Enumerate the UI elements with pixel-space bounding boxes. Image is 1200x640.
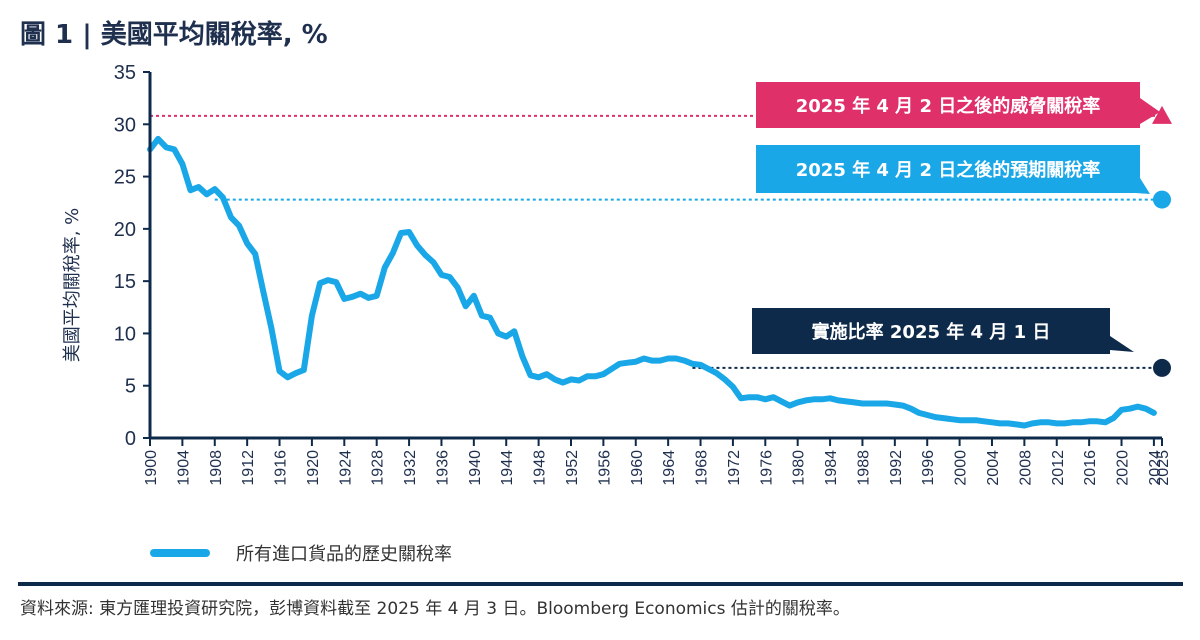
legend: 所有進口貨品的歷史關稅率 bbox=[150, 540, 452, 566]
callout-box-expected bbox=[756, 145, 1140, 193]
callout-tail-expected bbox=[1136, 178, 1150, 194]
marker-implemented bbox=[1153, 358, 1171, 377]
x-tick-label: 2008 bbox=[1017, 450, 1034, 486]
x-tick-label: 1928 bbox=[370, 450, 387, 486]
axes bbox=[148, 72, 1162, 440]
x-tick-label: 1940 bbox=[467, 450, 484, 486]
y-tick-label: 25 bbox=[114, 167, 136, 189]
x-tick-label: 1984 bbox=[823, 450, 840, 486]
x-tick-label: 1996 bbox=[920, 450, 937, 486]
x-tick-label: 2020 bbox=[1115, 450, 1132, 486]
y-tick-label: 35 bbox=[114, 62, 136, 84]
x-tick-label: 1968 bbox=[694, 450, 711, 486]
x-tick-label: 1944 bbox=[499, 450, 516, 486]
source-note: 資料來源: 東方匯理投資研究院，彭博資料截至 2025 年 4 月 3 日。Bl… bbox=[20, 599, 850, 619]
y-tick-label: 30 bbox=[114, 114, 136, 136]
y-tick-label: 10 bbox=[114, 323, 136, 345]
callout-label-implemented: 實施比率 2025 年 4 月 1 日 bbox=[812, 321, 1051, 343]
x-tick-label: 2004 bbox=[985, 450, 1002, 486]
callout-tail-implemented bbox=[1110, 336, 1134, 352]
x-tick-label: 2024 bbox=[1147, 450, 1164, 486]
x-tick-label: 1936 bbox=[434, 450, 451, 486]
x-tick-label: 1960 bbox=[629, 450, 646, 486]
legend-swatch bbox=[150, 549, 210, 557]
y-axis-label-group: 美國平均關稅率, % bbox=[62, 208, 83, 363]
callout-implemented: 實施比率 2025 年 4 月 1 日 bbox=[752, 308, 1134, 354]
x-tick-label: 1916 bbox=[273, 450, 290, 486]
x-tick-label: 1904 bbox=[175, 450, 192, 486]
marker-threat bbox=[1152, 105, 1172, 124]
x-tick-label: 2012 bbox=[1050, 450, 1067, 486]
callouts: 2025 年 4 月 2 日之後的威脅關稅率 2025 年 4 月 2 日之後的預… bbox=[752, 82, 1160, 354]
callout-label-expected: 2025 年 4 月 2 日之後的預期關稅率 bbox=[796, 159, 1100, 181]
y-axis-label: 美國平均關稅率, % bbox=[62, 208, 83, 363]
x-tick-label: 1952 bbox=[564, 450, 581, 486]
x-tick-label: 1908 bbox=[208, 450, 225, 486]
source-divider bbox=[18, 582, 1183, 586]
y-tick-label: 0 bbox=[125, 428, 136, 450]
callout-label-threat: 2025 年 4 月 2 日之後的威脅關稅率 bbox=[796, 95, 1100, 117]
y-tick-label: 5 bbox=[125, 376, 136, 398]
x-tick-label: 1956 bbox=[596, 450, 613, 486]
marker-expected bbox=[1153, 190, 1171, 209]
callout-expected: 2025 年 4 月 2 日之後的預期關稅率 bbox=[756, 145, 1150, 194]
y-tick-label: 20 bbox=[114, 219, 136, 241]
x-axis-ticks: 1900 1904 1908 1912 1916 1920 1924 1928 1932 1936… bbox=[143, 438, 1172, 486]
x-tick-label: 1932 bbox=[402, 450, 419, 486]
reference-lines bbox=[150, 105, 1172, 377]
x-tick-label: 1992 bbox=[888, 450, 905, 486]
callout-tail-threat bbox=[1140, 98, 1160, 124]
x-tick-label: 2016 bbox=[1082, 450, 1099, 486]
y-axis-ticks: 0 5 10 15 20 25 30 35 bbox=[114, 62, 150, 450]
callout-threat: 2025 年 4 月 2 日之後的威脅關稅率 bbox=[756, 82, 1160, 128]
x-tick-label: 1980 bbox=[791, 450, 808, 486]
callout-box-implemented bbox=[752, 308, 1110, 354]
x-tick-label: 1900 bbox=[143, 450, 160, 486]
chart-title: 圖 1 | 美國平均關稅率, % bbox=[20, 20, 328, 50]
x-tick-label: 1964 bbox=[661, 450, 678, 486]
x-tick-label: 2000 bbox=[953, 450, 970, 486]
x-tick-label: 1948 bbox=[532, 450, 549, 486]
callout-box-threat bbox=[756, 82, 1140, 128]
x-tick-label: 2025 bbox=[1155, 450, 1172, 486]
x-tick-label: 1920 bbox=[305, 450, 322, 486]
legend-label: 所有進口貨品的歷史關稅率 bbox=[236, 544, 452, 565]
x-tick-label: 1912 bbox=[240, 450, 257, 486]
x-tick-label: 1976 bbox=[758, 450, 775, 486]
series-lines bbox=[147, 135, 1157, 429]
x-tick-label: 1972 bbox=[726, 450, 743, 486]
x-tick-label: 1988 bbox=[855, 450, 872, 486]
series-line-history bbox=[147, 135, 1157, 429]
x-tick-label: 1924 bbox=[337, 450, 354, 486]
y-tick-label: 15 bbox=[114, 271, 136, 293]
